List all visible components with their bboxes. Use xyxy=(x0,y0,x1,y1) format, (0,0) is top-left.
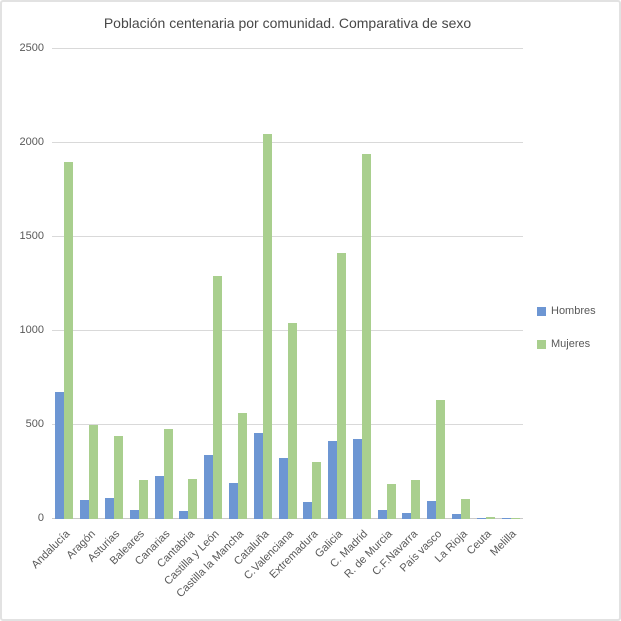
bar-hombres xyxy=(377,509,387,519)
bar-hombres xyxy=(402,513,412,519)
legend: Hombres Mujeres xyxy=(537,305,596,371)
y-axis-tick-label: 2000 xyxy=(19,136,44,148)
bar-mujeres xyxy=(138,479,148,519)
mujeres-series-swatch-icon xyxy=(537,339,546,349)
gridline xyxy=(52,142,523,143)
bar-hombres xyxy=(476,518,486,519)
hombres-series-swatch-icon xyxy=(537,306,546,316)
bar-mujeres xyxy=(436,399,446,519)
bar-mujeres xyxy=(237,412,247,519)
plot-area xyxy=(52,48,523,519)
bar-mujeres xyxy=(213,276,223,519)
legend-label-mujeres: Mujeres xyxy=(551,338,591,350)
x-axis-label: Melilla xyxy=(488,528,520,559)
y-axis-tick-label: 1500 xyxy=(19,230,44,242)
bar-hombres xyxy=(253,433,263,519)
bar-mujeres xyxy=(89,425,99,519)
bar-hombres xyxy=(104,498,114,519)
bar-mujeres xyxy=(64,161,74,519)
bar-mujeres xyxy=(337,252,347,519)
bar-hombres xyxy=(452,514,462,519)
bar-hombres xyxy=(154,475,164,519)
gridline xyxy=(52,236,523,237)
bar-mujeres xyxy=(485,516,495,519)
bar-mujeres xyxy=(163,428,173,519)
bar-mujeres xyxy=(262,133,272,519)
legend-label-hombres: Hombres xyxy=(551,305,596,317)
bar-hombres xyxy=(80,500,90,519)
bar-hombres xyxy=(129,509,139,519)
y-axis-tick-label: 0 xyxy=(37,512,44,524)
bar-hombres xyxy=(204,455,214,519)
bar-mujeres xyxy=(188,478,198,519)
gridline xyxy=(52,48,523,49)
bar-hombres xyxy=(352,439,362,519)
y-axis-tick-label: 1000 xyxy=(19,324,44,336)
bar-mujeres xyxy=(386,484,396,519)
chart-title: Población centenaria por comunidad. Comp… xyxy=(103,15,472,31)
y-axis-tick-label: 2500 xyxy=(19,42,44,54)
bar-mujeres xyxy=(287,322,297,519)
x-axis-label: Ceuta xyxy=(465,528,495,558)
y-axis-tick-label: 500 xyxy=(25,418,44,430)
bar-mujeres xyxy=(113,436,123,519)
bar-mujeres xyxy=(510,517,520,519)
bar-hombres xyxy=(55,392,65,519)
bar-mujeres xyxy=(361,154,371,519)
legend-item-mujeres: Mujeres xyxy=(537,338,596,350)
bar-hombres xyxy=(228,483,238,519)
bar-hombres xyxy=(278,457,288,519)
bar-hombres xyxy=(179,511,189,519)
bar-hombres xyxy=(501,518,511,519)
legend-item-hombres: Hombres xyxy=(537,305,596,317)
bar-mujeres xyxy=(312,461,322,519)
bar-hombres xyxy=(303,502,313,519)
bar-mujeres xyxy=(411,480,421,519)
bar-mujeres xyxy=(461,499,471,519)
bar-hombres xyxy=(328,440,338,519)
bar-hombres xyxy=(427,501,437,519)
